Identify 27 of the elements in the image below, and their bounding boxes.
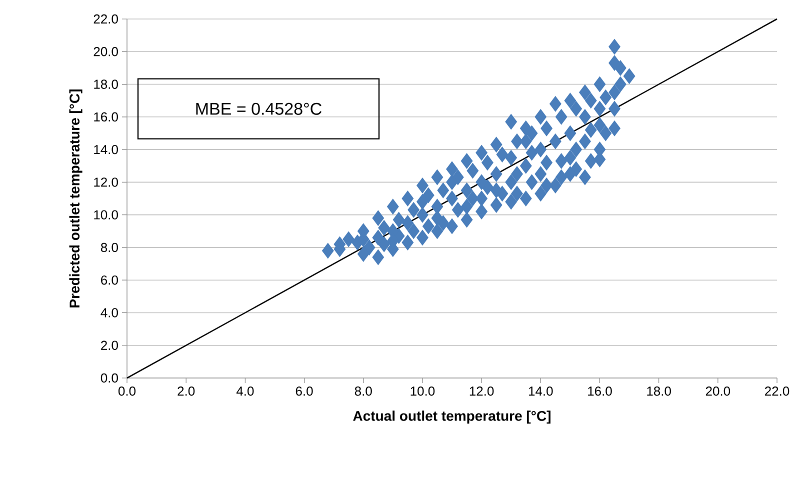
x-tick-label: 16.0: [588, 386, 612, 396]
y-tick-label: 6.0: [101, 275, 118, 285]
y-tick-label: 8.0: [100, 242, 118, 252]
x-axis-title: Actual outlet temperature [°C]: [353, 410, 550, 424]
y-tick-label: 22.0: [94, 14, 118, 24]
y-axis-title: Predicted outlet temperature [°C]: [69, 90, 82, 308]
x-tick-label: 2.0: [178, 386, 195, 396]
y-tick-label: 12.0: [94, 178, 118, 187]
y-tick-label: 16.0: [94, 112, 118, 122]
x-tick-label: 10.0: [410, 386, 435, 396]
x-tick-label: 8.0: [354, 386, 372, 396]
x-tick-label: 12.0: [470, 386, 494, 396]
y-tick-label: 14.0: [94, 144, 118, 154]
y-tick-label: 18.0: [94, 80, 118, 89]
y-tick-label: 2.0: [101, 340, 118, 350]
x-tick-label: 18.0: [647, 386, 671, 396]
x-tick-label: 20.0: [706, 386, 730, 396]
y-tick-label: 10.0: [94, 210, 118, 220]
x-tick-label: 4.0: [236, 386, 254, 396]
y-tick-label: 4.0: [100, 308, 118, 318]
annotation: MBE = 0.4528°C: [196, 102, 322, 115]
y-tick-label: 0.0: [100, 373, 118, 383]
x-tick-label: 14.0: [528, 386, 553, 396]
x-tick-label: 0.0: [118, 386, 136, 396]
x-tick-label: 22.0: [765, 386, 790, 396]
x-tick-label: 6.0: [296, 386, 313, 396]
y-tick-label: 20.0: [94, 47, 118, 56]
